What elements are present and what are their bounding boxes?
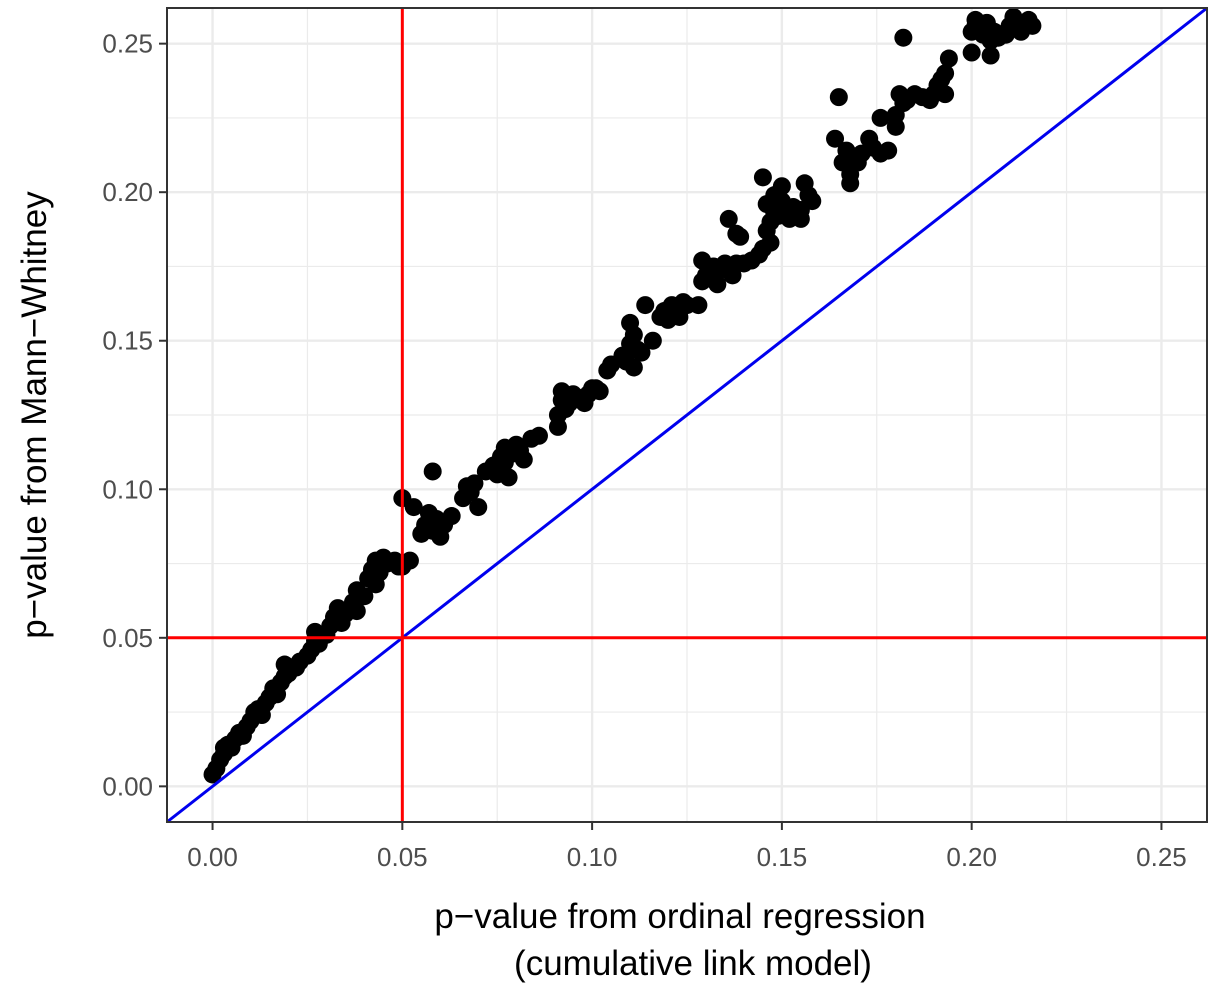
data-point	[879, 141, 898, 160]
data-point	[826, 129, 845, 148]
data-point	[939, 49, 958, 68]
data-point	[442, 507, 461, 526]
y-tick-label: 0.20	[102, 177, 153, 207]
data-point	[590, 382, 609, 401]
data-point	[772, 177, 791, 196]
data-point	[731, 227, 750, 246]
x-tick-label: 0.10	[567, 842, 618, 872]
data-point	[347, 602, 366, 621]
data-point	[761, 233, 780, 252]
x-tick-label: 0.25	[1136, 842, 1187, 872]
x-tick-label: 0.00	[187, 842, 238, 872]
x-tick-label: 0.05	[377, 842, 428, 872]
data-point	[423, 462, 442, 481]
data-point	[708, 275, 727, 294]
data-point	[829, 88, 848, 107]
x-tick-label: 0.15	[757, 842, 808, 872]
data-point	[636, 296, 655, 315]
data-point	[1023, 16, 1042, 35]
plot-area	[166, 6, 1208, 824]
data-point	[632, 343, 651, 362]
y-tick-label: 0.05	[102, 623, 153, 653]
identity-line	[166, 6, 1208, 824]
panel-border	[166, 7, 1208, 823]
data-point	[689, 296, 708, 315]
y-tick-label: 0.25	[102, 29, 153, 59]
data-point	[871, 108, 890, 127]
y-axis-title: p−value from Mann−Whitney	[15, 191, 54, 639]
data-point	[936, 85, 955, 104]
data-point	[719, 209, 738, 228]
data-point	[469, 498, 488, 517]
data-point	[514, 450, 533, 469]
y-axis: 0.00 0.05 0.10 0.15 0.20 0.25	[102, 29, 167, 801]
data-point	[643, 331, 662, 350]
data-point	[981, 46, 1000, 65]
y-tick-label: 0.10	[102, 474, 153, 504]
data-point	[753, 168, 772, 187]
x-axis-title: p−value from ordinal regression	[434, 897, 925, 936]
data-point	[894, 28, 913, 47]
data-point	[499, 468, 518, 487]
data-point	[355, 587, 374, 606]
x-axis-subtitle: (cumulative link model)	[514, 944, 872, 983]
data-point	[529, 426, 548, 445]
data-point	[400, 551, 419, 570]
x-tick-label: 0.20	[946, 842, 997, 872]
data-point	[803, 192, 822, 211]
data-point	[404, 498, 423, 517]
data-point	[624, 325, 643, 344]
y-tick-label: 0.00	[102, 771, 153, 801]
data-point	[465, 474, 484, 493]
data-point	[936, 64, 955, 83]
x-axis: 0.00 0.05 0.10 0.15 0.20 0.25	[187, 822, 1187, 872]
data-point	[962, 43, 981, 62]
data-point	[624, 358, 643, 377]
y-tick-label: 0.15	[102, 326, 153, 356]
